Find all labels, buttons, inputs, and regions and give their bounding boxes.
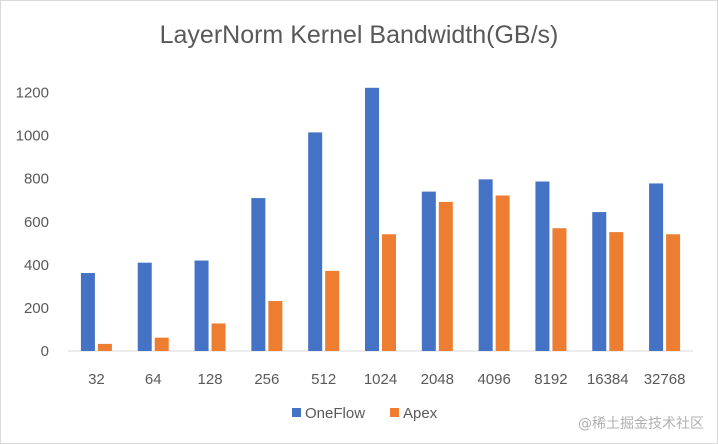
x-tick-label: 32768 <box>644 371 686 388</box>
bar-oneflow-64 <box>137 262 152 351</box>
bar-oneflow-512 <box>308 132 323 351</box>
bar-oneflow-16384 <box>592 212 607 351</box>
bar-apex-32768 <box>666 234 681 351</box>
y-tick-label: 800 <box>24 171 49 188</box>
legend-swatch-apex <box>390 408 399 417</box>
x-axis-tick-labels: 32 64 128 256 512 1024 2048 4096 8192 16384 32768 <box>88 371 685 388</box>
chart-title: LayerNorm Kernel Bandwidth(GB/s) <box>160 21 559 49</box>
legend-label-oneflow: OneFlow <box>305 405 365 422</box>
x-tick-label: 32 <box>88 371 105 388</box>
bar-oneflow-8192 <box>535 181 550 351</box>
x-tick-label: 2048 <box>421 371 454 388</box>
bar-apex-512 <box>325 270 340 351</box>
bar-apex-4096 <box>495 195 510 351</box>
x-tick-label: 4096 <box>477 371 510 388</box>
y-tick-label: 600 <box>24 214 49 231</box>
y-tick-label: 400 <box>24 257 49 274</box>
y-tick-label: 0 <box>41 343 49 360</box>
bar-series <box>80 87 681 352</box>
bar-oneflow-2048 <box>421 191 436 351</box>
y-tick-label: 1200 <box>16 85 49 102</box>
bar-apex-32 <box>97 343 112 351</box>
bar-oneflow-256 <box>251 198 266 351</box>
bar-oneflow-128 <box>194 260 209 351</box>
x-tick-label: 128 <box>198 371 223 388</box>
y-axis-tick-labels: 0 200 400 600 800 1000 1200 <box>16 85 49 360</box>
y-tick-label: 200 <box>24 300 49 317</box>
x-tick-label: 16384 <box>587 371 629 388</box>
bar-apex-16384 <box>609 232 624 351</box>
bar-oneflow-32 <box>80 273 95 351</box>
x-tick-label: 8192 <box>534 371 567 388</box>
y-tick-label: 1000 <box>16 128 49 145</box>
x-tick-label: 256 <box>254 371 279 388</box>
x-tick-label: 64 <box>145 371 162 388</box>
bar-apex-1024 <box>382 234 396 351</box>
bar-apex-8192 <box>552 228 567 351</box>
x-tick-label: 1024 <box>364 371 397 388</box>
bar-apex-256 <box>268 301 283 351</box>
legend-label-apex: Apex <box>403 405 438 422</box>
bar-apex-64 <box>154 337 169 351</box>
bar-apex-2048 <box>438 201 453 351</box>
bar-oneflow-32768 <box>649 183 664 351</box>
watermark-text: @稀土掘金技术社区 <box>578 416 704 432</box>
bar-oneflow-1024 <box>365 87 379 352</box>
bar-oneflow-4096 <box>478 179 493 351</box>
legend: OneFlow Apex <box>292 405 438 422</box>
x-tick-label: 512 <box>311 371 336 388</box>
legend-swatch-oneflow <box>292 408 301 417</box>
bar-apex-128 <box>211 323 226 351</box>
